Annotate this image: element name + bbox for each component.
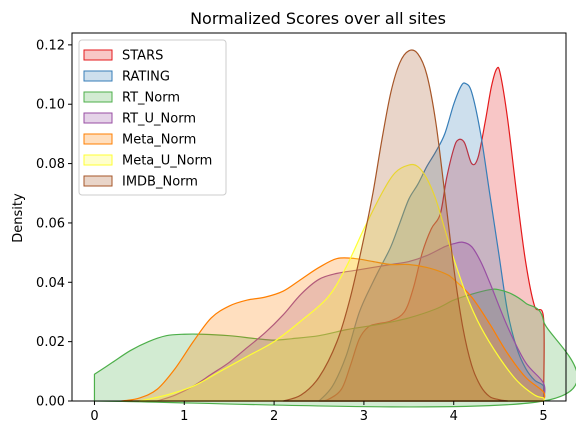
density-area-meta-u-norm — [138, 163, 545, 402]
x-tick-label: 4 — [450, 409, 458, 424]
legend-label: RT_Norm — [122, 91, 180, 106]
density-area-rt-norm — [93, 288, 576, 408]
legend-swatch — [83, 133, 113, 145]
x-tick-label: 2 — [270, 409, 278, 424]
legend-label: RT_U_Norm — [122, 112, 196, 127]
x-tick-label: 5 — [539, 409, 547, 424]
y-tick-label: 0.00 — [36, 395, 65, 410]
series-layer — [93, 49, 576, 408]
y-tick-label: 0.06 — [36, 216, 65, 231]
legend-swatch — [83, 70, 113, 82]
legend: STARS RATING RT_Norm RT_U_Norm Meta_Norm Meta… — [78, 39, 227, 196]
legend-frame — [78, 39, 227, 196]
x-tick-label: 3 — [360, 409, 368, 424]
density-area-rt-u-norm — [156, 241, 546, 402]
y-tick-label: 0.10 — [36, 98, 65, 113]
ticks-layer: 0 1 2 3 4 5 0.00 0.02 0.04 0.06 0.08 0.10 0.12 — [36, 38, 548, 424]
chart-title: Normalized Scores over all sites — [190, 9, 446, 28]
legend-swatch — [83, 175, 113, 187]
plot-frame — [71, 32, 567, 402]
legend-label: RATING — [122, 70, 170, 85]
legend-label: Meta_U_Norm — [122, 154, 212, 169]
legend-label: Meta_Norm — [122, 133, 196, 148]
y-axis-label: Density — [11, 193, 26, 243]
legend-swatch — [83, 154, 113, 166]
density-area-stars — [318, 66, 545, 402]
density-area-meta-norm — [120, 257, 546, 402]
legend-label: STARS — [122, 49, 163, 64]
density-area-imdb-norm — [282, 49, 509, 402]
legend-swatch — [83, 112, 113, 124]
y-tick-label: 0.12 — [36, 38, 65, 53]
y-tick-label: 0.08 — [36, 157, 65, 172]
y-tick-label: 0.04 — [36, 276, 65, 291]
legend-swatch — [83, 91, 113, 103]
x-tick-label: 0 — [90, 409, 98, 424]
y-tick-label: 0.02 — [36, 335, 65, 350]
legend-label: IMDB_Norm — [122, 175, 198, 190]
x-tick-label: 1 — [180, 409, 188, 424]
legend-swatch — [83, 49, 113, 61]
